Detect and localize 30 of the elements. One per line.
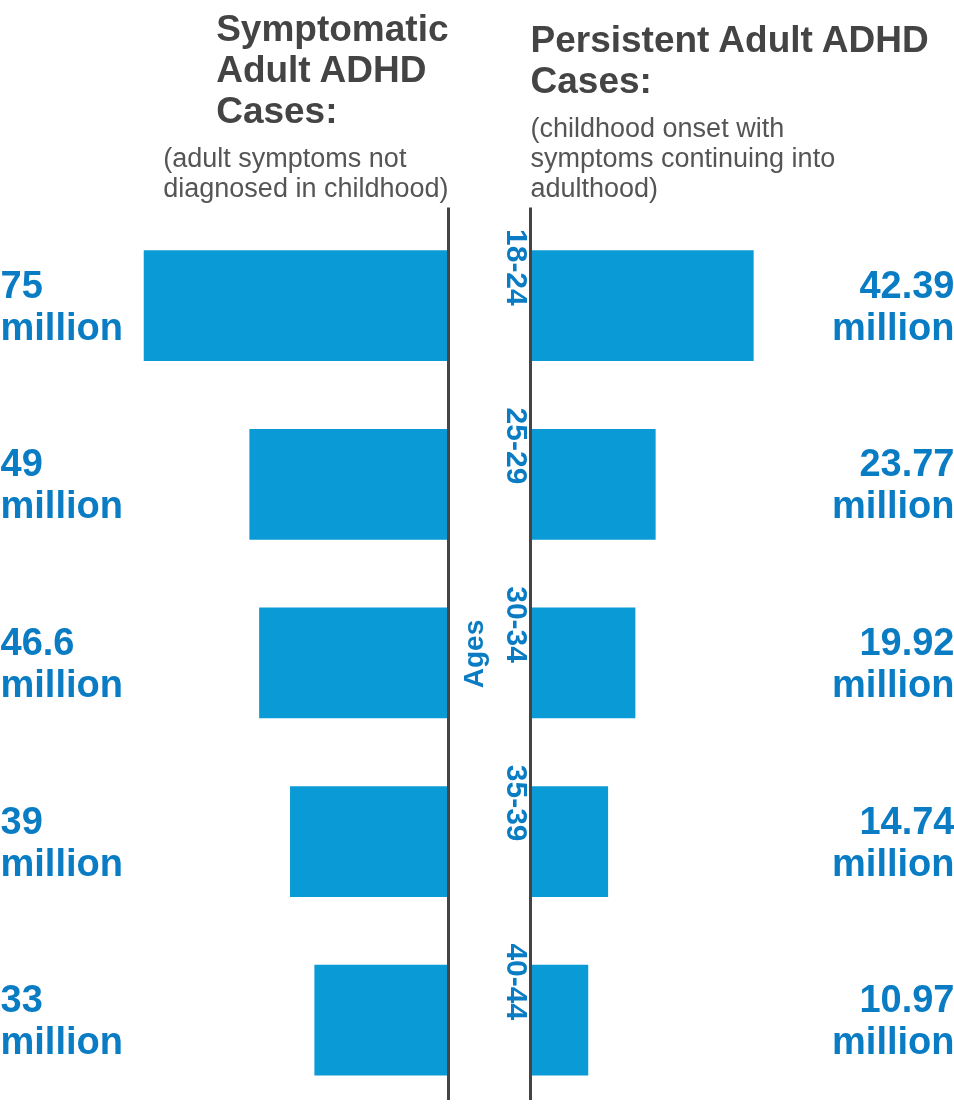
data-label: 10.97 million bbox=[832, 978, 954, 1063]
y-tick-label: 18-24 bbox=[500, 229, 534, 307]
chart-subtitle: (childhood onset with symptoms continuing into adulthood) bbox=[530, 112, 836, 203]
chart-subtitle: (adult symptoms not diagnosed in childhood) bbox=[163, 142, 449, 203]
bar bbox=[530, 964, 589, 1076]
bar bbox=[530, 428, 656, 540]
data-label: 23.77 million bbox=[832, 442, 954, 527]
chart-title: Symptomatic Adult ADHD Cases: bbox=[216, 7, 449, 131]
data-label: 19.92 million bbox=[832, 620, 954, 705]
bar bbox=[530, 786, 609, 897]
bar bbox=[314, 964, 449, 1076]
y-tick-label: 40-44 bbox=[500, 943, 534, 1021]
data-label: 49 million bbox=[0, 442, 123, 527]
chart-title: Persistent Adult ADHD Cases: bbox=[530, 18, 929, 101]
y-tick-label: 25-29 bbox=[500, 407, 534, 485]
bar bbox=[290, 786, 449, 897]
data-label: 33 million bbox=[0, 978, 123, 1063]
bar bbox=[530, 250, 754, 362]
bar bbox=[143, 250, 449, 362]
y-tick-label: 35-39 bbox=[500, 764, 534, 842]
data-label: 75 million bbox=[0, 263, 123, 348]
data-label: 14.74 million bbox=[832, 799, 954, 884]
y-tick-label: 30-34 bbox=[500, 586, 534, 664]
bar bbox=[530, 607, 636, 719]
data-label: 46.6 million bbox=[0, 620, 123, 705]
data-label: 42.39 million bbox=[832, 263, 954, 348]
y-axis-title: Ages bbox=[457, 619, 489, 689]
data-label: 39 million bbox=[0, 799, 123, 884]
bar bbox=[259, 607, 449, 719]
bar bbox=[249, 428, 449, 540]
